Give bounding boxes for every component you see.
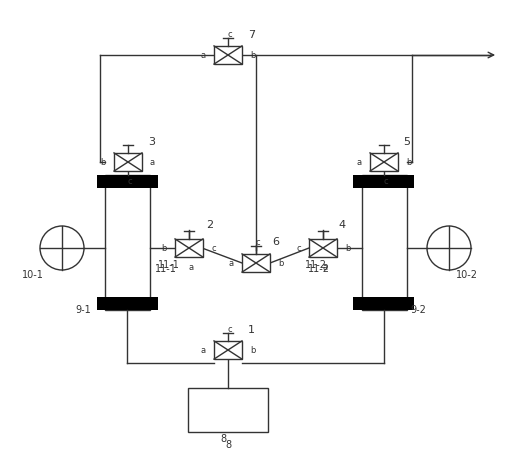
- Text: 10-2: 10-2: [456, 270, 478, 280]
- Text: 11-1: 11-1: [158, 260, 180, 270]
- Text: c: c: [228, 30, 232, 39]
- Bar: [105, 175, 150, 310]
- Text: c: c: [127, 177, 132, 186]
- Text: a: a: [201, 51, 206, 60]
- Text: 3: 3: [148, 137, 155, 147]
- Text: 11-1: 11-1: [155, 264, 177, 274]
- Text: c: c: [296, 244, 301, 253]
- Text: 2: 2: [206, 220, 213, 230]
- Text: b: b: [278, 259, 283, 268]
- Text: 1: 1: [248, 325, 255, 335]
- Bar: [214, 341, 242, 359]
- Text: c: c: [383, 177, 388, 186]
- Text: a: a: [357, 158, 362, 167]
- Text: 9-1: 9-1: [75, 305, 91, 315]
- Bar: [362, 175, 407, 310]
- Bar: [242, 254, 270, 272]
- Text: b: b: [345, 244, 350, 253]
- Text: c: c: [228, 325, 232, 334]
- Text: 9-2: 9-2: [410, 305, 426, 315]
- Text: b: b: [406, 158, 411, 167]
- Bar: [97, 175, 158, 188]
- Text: a: a: [323, 263, 328, 272]
- Text: a: a: [201, 346, 206, 355]
- Text: 6: 6: [272, 237, 279, 247]
- Text: b: b: [162, 244, 167, 253]
- Bar: [353, 297, 414, 310]
- Text: 8: 8: [220, 434, 226, 444]
- Bar: [309, 239, 337, 257]
- Text: a: a: [188, 263, 194, 272]
- Bar: [353, 175, 414, 188]
- Text: 8: 8: [225, 440, 231, 450]
- Text: 11-2: 11-2: [305, 260, 327, 270]
- Text: 7: 7: [248, 30, 255, 40]
- Text: a: a: [229, 259, 234, 268]
- Text: c: c: [211, 244, 216, 253]
- Text: b: b: [250, 346, 255, 355]
- Bar: [370, 153, 398, 171]
- Text: a: a: [150, 158, 155, 167]
- Bar: [175, 239, 203, 257]
- Bar: [188, 388, 268, 432]
- Bar: [114, 153, 142, 171]
- Bar: [97, 297, 158, 310]
- Text: 11-2: 11-2: [308, 264, 330, 274]
- Text: c: c: [255, 238, 260, 247]
- Text: b: b: [250, 51, 255, 60]
- Text: 5: 5: [403, 137, 410, 147]
- Text: b: b: [101, 158, 106, 167]
- Text: 10-1: 10-1: [22, 270, 44, 280]
- Bar: [214, 46, 242, 64]
- Text: 4: 4: [338, 220, 345, 230]
